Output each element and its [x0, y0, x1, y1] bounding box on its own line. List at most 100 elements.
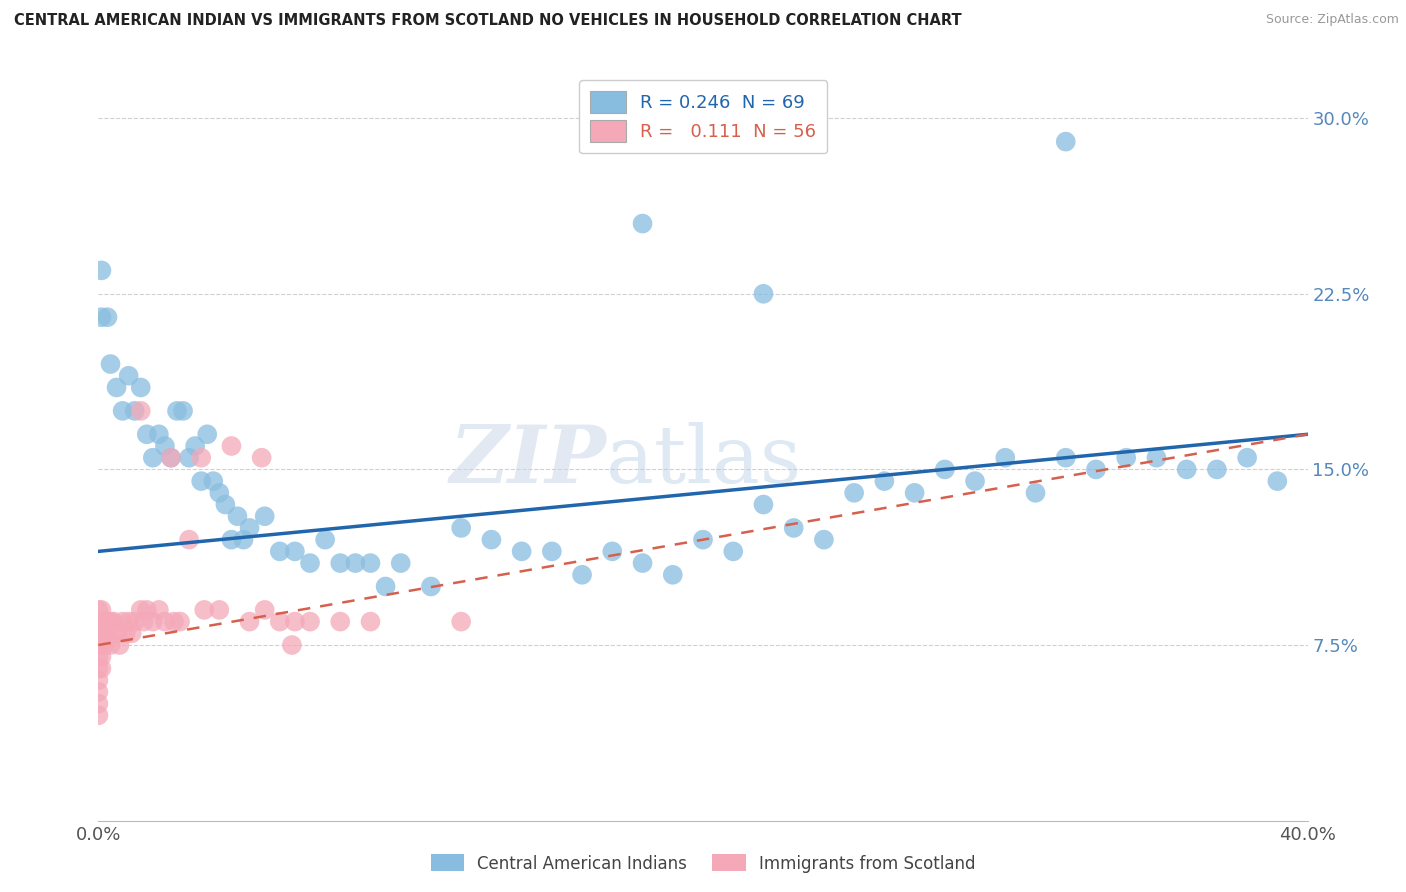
Point [87, 661, 110, 675]
Point [111, 615, 134, 629]
Point [510, 544, 533, 558]
Point [232, 533, 254, 547]
Text: Source: ZipAtlas.com: Source: ZipAtlas.com [1265, 13, 1399, 27]
Point [190, 474, 212, 488]
Point [723, 544, 745, 558]
Point [87, 708, 110, 723]
Point [118, 615, 141, 629]
Point [96, 626, 118, 640]
Point [114, 626, 136, 640]
Point [299, 615, 322, 629]
Point [1024, 485, 1046, 500]
Point [1115, 450, 1137, 465]
Point [752, 286, 775, 301]
Point [1236, 450, 1258, 465]
Point [124, 404, 146, 418]
Point [148, 427, 170, 442]
Point [100, 357, 122, 371]
Point [631, 217, 654, 231]
Point [132, 615, 155, 629]
Point [571, 567, 593, 582]
Point [540, 544, 562, 558]
Point [965, 474, 987, 488]
Point [87, 638, 110, 652]
Point [87, 603, 110, 617]
Point [934, 462, 956, 476]
Point [450, 521, 472, 535]
Point [105, 380, 128, 394]
Point [111, 404, 134, 418]
Point [169, 615, 191, 629]
Point [873, 474, 896, 488]
Point [813, 533, 835, 547]
Text: atlas: atlas [606, 422, 801, 500]
Point [96, 310, 118, 325]
Point [135, 427, 157, 442]
Point [994, 450, 1017, 465]
Point [314, 533, 336, 547]
Point [90, 649, 112, 664]
Point [284, 615, 307, 629]
Point [90, 603, 112, 617]
Point [129, 603, 152, 617]
Point [631, 556, 654, 570]
Point [281, 638, 304, 652]
Point [239, 521, 262, 535]
Point [172, 404, 194, 418]
Point [208, 485, 231, 500]
Point [96, 615, 118, 629]
Point [269, 615, 291, 629]
Point [135, 603, 157, 617]
Point [329, 556, 352, 570]
Point [1085, 462, 1108, 476]
Point [783, 521, 806, 535]
Point [160, 450, 183, 465]
Point [299, 556, 322, 570]
Point [103, 615, 125, 629]
Point [166, 404, 188, 418]
Point [752, 498, 775, 512]
Point [1267, 474, 1289, 488]
Point [163, 615, 186, 629]
Point [87, 649, 110, 664]
Point [481, 533, 503, 547]
Point [93, 638, 115, 652]
Text: ZIP: ZIP [450, 422, 606, 500]
Point [184, 439, 207, 453]
Point [87, 697, 110, 711]
Point [129, 380, 152, 394]
Point [214, 498, 236, 512]
Point [450, 615, 472, 629]
Point [100, 638, 122, 652]
Point [202, 474, 225, 488]
Point [221, 439, 243, 453]
Point [284, 544, 307, 558]
Point [142, 450, 165, 465]
Point [153, 439, 176, 453]
Point [1206, 462, 1229, 476]
Point [90, 626, 112, 640]
Point [221, 533, 243, 547]
Point [100, 615, 122, 629]
Point [121, 626, 143, 640]
Point [142, 615, 165, 629]
Point [269, 544, 291, 558]
Point [389, 556, 412, 570]
Point [90, 638, 112, 652]
Point [360, 556, 382, 570]
Point [661, 567, 683, 582]
Point [344, 556, 367, 570]
Point [329, 615, 352, 629]
Point [904, 485, 927, 500]
Point [226, 509, 249, 524]
Point [87, 626, 110, 640]
Point [90, 263, 112, 277]
Point [160, 450, 183, 465]
Point [118, 368, 141, 383]
Point [124, 615, 146, 629]
Point [692, 533, 714, 547]
Point [253, 603, 276, 617]
Point [93, 626, 115, 640]
Point [148, 603, 170, 617]
Point [250, 450, 273, 465]
